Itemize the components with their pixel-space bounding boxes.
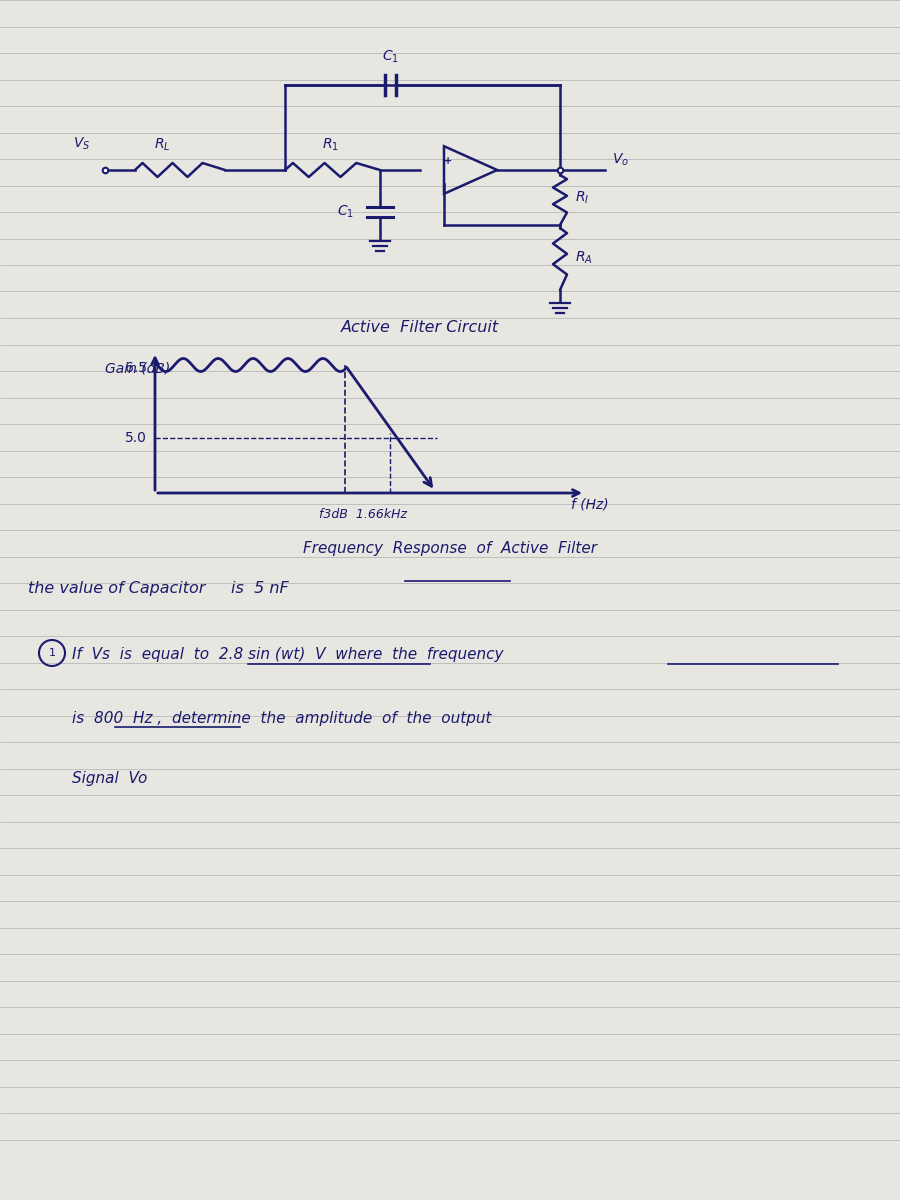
Text: $C_1$: $C_1$ — [382, 48, 399, 65]
Text: 6.5: 6.5 — [125, 361, 147, 374]
Text: $R_I$: $R_I$ — [575, 190, 590, 205]
Text: If  Vs  is  equal  to  2.8 sin (wt)  V  where  the  frequency: If Vs is equal to 2.8 sin (wt) V where t… — [72, 648, 503, 662]
Text: $V_o$: $V_o$ — [612, 151, 629, 168]
Text: the value of Capacitor     is  5 nF: the value of Capacitor is 5 nF — [28, 581, 289, 595]
Text: f (Hz): f (Hz) — [572, 498, 608, 512]
Text: $R_1$: $R_1$ — [321, 137, 338, 152]
Text: $R_A$: $R_A$ — [575, 250, 592, 265]
Text: is  800  Hz ,  determine  the  amplitude  of  the  output: is 800 Hz , determine the amplitude of t… — [72, 710, 491, 726]
Text: f3dB  1.66kHz: f3dB 1.66kHz — [319, 508, 407, 521]
Text: $V_S$: $V_S$ — [73, 136, 91, 152]
Text: +: + — [444, 156, 452, 166]
Text: $C_1$: $C_1$ — [337, 204, 354, 220]
Text: Active  Filter Circuit: Active Filter Circuit — [341, 320, 500, 336]
Text: Gain (dB): Gain (dB) — [105, 361, 170, 374]
Text: Frequency  Response  of  Active  Filter: Frequency Response of Active Filter — [303, 541, 597, 556]
Text: $R_L$: $R_L$ — [154, 137, 170, 152]
Text: 5.0: 5.0 — [125, 431, 147, 445]
Text: 1: 1 — [49, 648, 56, 658]
Text: Signal  Vo: Signal Vo — [72, 770, 148, 786]
